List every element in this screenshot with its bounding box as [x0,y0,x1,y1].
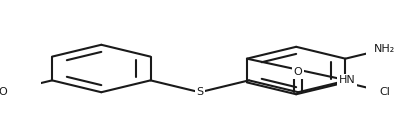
Text: NH₂: NH₂ [374,44,395,54]
Text: Cl: Cl [379,87,390,97]
Text: S: S [196,87,203,97]
Text: HN: HN [339,75,356,85]
Text: O: O [0,87,7,97]
Text: O: O [294,67,303,77]
